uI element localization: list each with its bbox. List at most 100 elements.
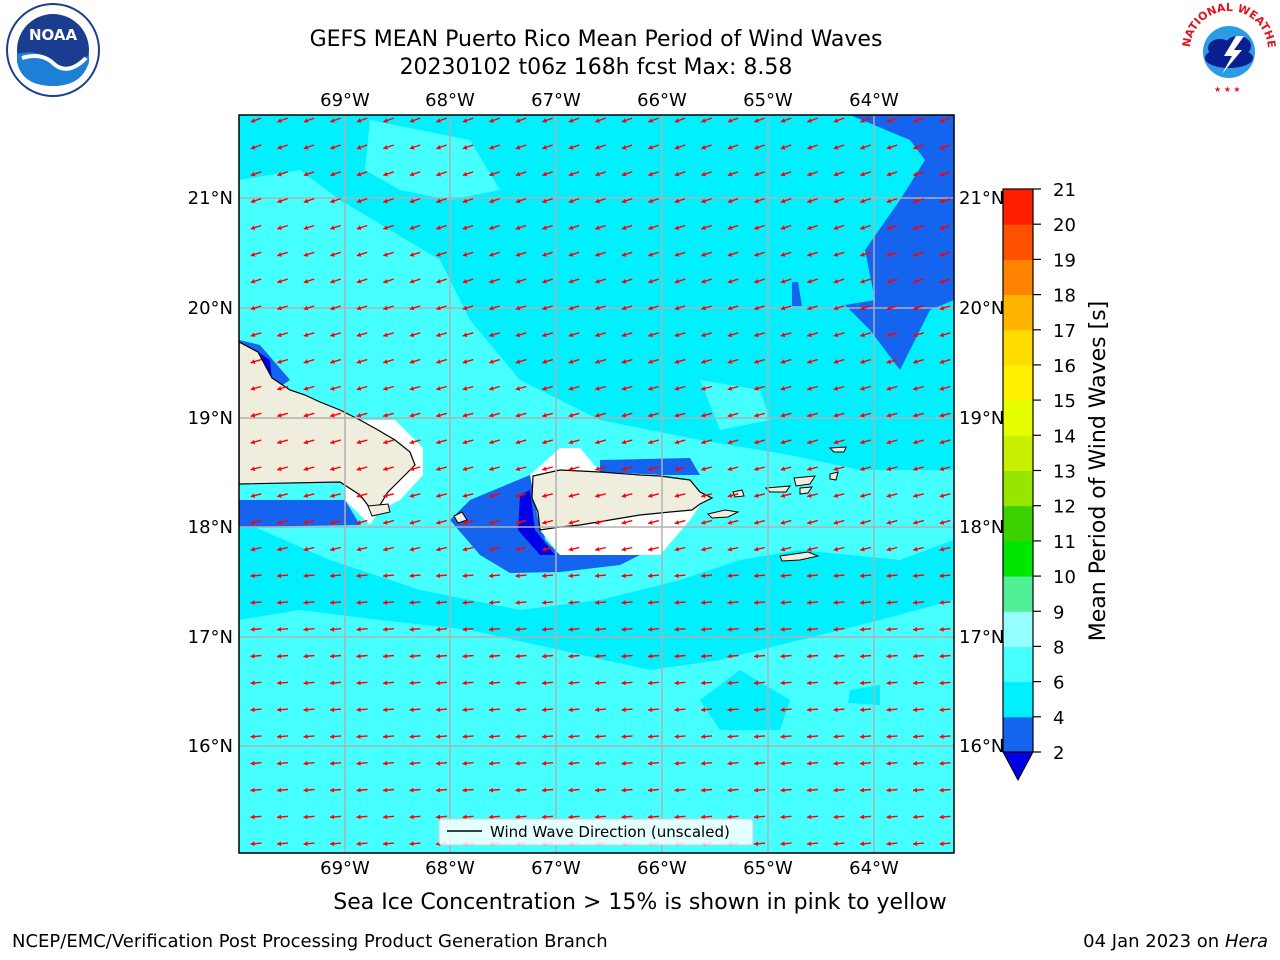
colorbar-segment (1003, 716, 1033, 753)
wind-wave-arrowhead (568, 787, 573, 793)
wind-wave-arrowhead (383, 841, 388, 847)
wind-wave-arrowhead (462, 466, 468, 472)
wind-wave-arrowhead (860, 198, 865, 204)
title-line-1: GEFS MEAN Puerto Rico Mean Period of Win… (309, 27, 883, 52)
wind-wave-arrowhead (383, 814, 388, 820)
wind-wave-arrowhead (701, 279, 706, 284)
wind-wave-arrowhead (356, 600, 361, 605)
wind-wave-arrowhead (303, 600, 308, 605)
wind-wave-arrowhead (436, 198, 441, 204)
wind-wave-arrowhead (595, 546, 600, 552)
wind-wave-arrowhead (515, 118, 521, 123)
wind-wave-arrowhead (409, 466, 415, 472)
lon-label-top: 64°W (849, 90, 899, 111)
wind-wave-arrowhead (356, 520, 362, 525)
wind-wave-arrowhead (436, 760, 441, 766)
colorbar-segment (1003, 470, 1033, 507)
lat-label-right: 20°N (959, 298, 1004, 319)
wind-wave-arrowhead (833, 814, 838, 820)
wind-wave-arrowhead (330, 841, 335, 847)
wind-wave-arrowhead (356, 466, 362, 472)
wind-wave-arrowhead (250, 466, 256, 472)
wind-wave-arrowhead (833, 787, 838, 793)
wind-wave-arrowhead (383, 332, 388, 338)
wind-wave-arrowhead (409, 412, 415, 418)
wind-wave-arrowhead (939, 198, 945, 204)
wind-wave-arrowhead (330, 332, 335, 338)
wind-wave-arrowhead (860, 118, 865, 123)
wind-wave-arrowhead (356, 279, 362, 284)
wind-wave-arrowhead (727, 252, 733, 257)
footer-credit: NCEP/EMC/Verification Post Processing Pr… (12, 931, 608, 952)
wind-wave-arrowhead (595, 814, 600, 820)
wind-wave-arrowhead (409, 626, 414, 632)
wind-wave-arrowhead (356, 760, 361, 766)
wind-wave-arrowhead (542, 439, 547, 445)
wind-wave-arrowhead (648, 760, 653, 766)
wind-wave-arrowhead (701, 198, 706, 204)
wind-wave-arrowhead (515, 225, 521, 230)
wind-wave-arrowhead (886, 252, 892, 257)
wind-wave-arrowhead (939, 600, 944, 605)
lon-label-bottom: 68°W (425, 858, 475, 879)
wind-wave-arrowhead (436, 252, 441, 257)
wind-wave-arrowhead (277, 573, 282, 579)
wind-wave-arrowhead (913, 252, 918, 257)
wind-wave-arrowhead (568, 734, 573, 739)
wind-wave-arrowhead (807, 359, 812, 364)
wind-wave-arrowhead (515, 412, 521, 418)
svg-text:★ ★ ★: ★ ★ ★ (1214, 85, 1241, 94)
colorbar-segment (1003, 189, 1033, 225)
colorbar-tick-label: 13 (1053, 462, 1076, 483)
wind-wave-arrowhead (303, 279, 309, 284)
wind-wave-arrowhead (860, 386, 865, 391)
legend-label: Wind Wave Direction (unscaled) (490, 823, 730, 841)
wind-wave-arrowhead (727, 787, 732, 793)
wind-wave-arrowhead (383, 359, 388, 364)
wind-wave-arrowhead (886, 386, 892, 391)
wind-wave-arrowhead (621, 600, 626, 605)
wind-wave-arrowhead (807, 198, 812, 204)
wind-wave-arrowhead (489, 653, 494, 659)
wind-wave-arrowhead (462, 305, 468, 311)
wind-wave-arrowhead (701, 680, 706, 686)
wind-wave-arrowhead (277, 493, 282, 498)
wind-wave-arrowhead (462, 626, 467, 632)
wind-wave-arrowhead (568, 198, 574, 204)
wind-wave-arrowhead (860, 493, 865, 498)
wind-wave-arrowhead (568, 279, 574, 284)
wind-wave-arrowhead (595, 734, 600, 739)
wind-wave-arrowhead (250, 707, 255, 713)
wind-wave-arrowhead (436, 412, 441, 418)
wind-wave-arrowhead (595, 600, 600, 605)
wind-wave-arrowhead (807, 466, 812, 472)
wind-wave-arrowhead (833, 171, 839, 177)
wind-wave-arrowhead (621, 171, 627, 177)
wind-wave-arrowhead (648, 573, 653, 579)
wind-wave-arrowhead (886, 600, 891, 605)
wind-wave-arrowhead (303, 814, 308, 820)
wind-wave-arrowhead (462, 573, 467, 579)
wind-wave-arrowhead (621, 493, 627, 498)
wind-wave-arrowhead (939, 707, 944, 713)
wind-wave-arrowhead (409, 546, 415, 552)
wind-wave-arrowhead (886, 787, 891, 793)
wind-wave-arrowhead (303, 439, 309, 445)
wind-wave-arrowhead (780, 493, 786, 498)
wind-wave-arrowhead (436, 279, 441, 284)
wind-wave-arrowhead (886, 359, 892, 364)
wind-wave-arrowhead (701, 412, 706, 418)
wind-wave-arrowhead (303, 412, 309, 418)
lon-label-top: 68°W (425, 90, 475, 111)
wind-wave-arrowhead (807, 439, 812, 445)
wind-wave-arrowhead (621, 332, 627, 338)
wind-wave-arrowhead (833, 279, 839, 284)
wind-wave-arrowhead (515, 760, 520, 766)
wind-wave-arrowhead (754, 546, 759, 552)
wind-wave-arrowhead (303, 760, 308, 766)
wind-wave-arrowhead (542, 466, 547, 472)
wind-wave-arrowhead (568, 225, 574, 230)
wind-wave-arrowhead (648, 626, 653, 632)
wind-wave-arrowhead (886, 439, 892, 445)
wind-wave-arrowhead (595, 520, 600, 525)
